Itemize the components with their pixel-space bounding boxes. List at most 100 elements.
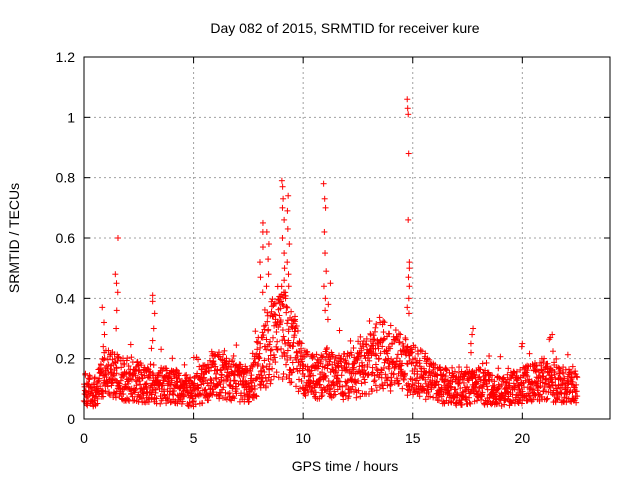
data-point [405, 295, 412, 302]
data-point [253, 338, 260, 345]
data-point [215, 349, 222, 356]
data-point [498, 402, 505, 409]
data-point [447, 398, 454, 405]
data-point [357, 333, 364, 340]
data-point [164, 374, 171, 381]
data-point [261, 368, 268, 375]
data-point [268, 298, 275, 305]
data-point [97, 362, 104, 369]
data-point [267, 380, 274, 387]
data-point [569, 378, 576, 385]
plot-area-frame [83, 56, 611, 420]
data-point [358, 347, 365, 354]
data-point [500, 374, 507, 381]
data-point [106, 392, 113, 399]
data-point [284, 320, 291, 327]
data-point [372, 351, 379, 358]
data-point [388, 374, 395, 381]
data-point [409, 349, 416, 356]
data-point [320, 180, 327, 187]
data-point [273, 369, 280, 376]
data-point [261, 357, 268, 364]
data-point [226, 381, 233, 388]
data-point [227, 364, 234, 371]
data-point [102, 388, 109, 395]
y-tick-label: 0.4 [56, 290, 76, 306]
data-point [513, 368, 520, 375]
data-point [278, 177, 285, 184]
data-point [406, 283, 413, 290]
data-point [459, 376, 466, 383]
data-point [386, 360, 393, 367]
data-point [181, 393, 188, 400]
data-point [183, 371, 190, 378]
data-point [254, 375, 261, 382]
data-point [302, 392, 309, 399]
y-tick-label: 0.8 [56, 170, 76, 186]
data-point [408, 346, 415, 353]
data-point [380, 336, 387, 343]
data-point [539, 369, 546, 376]
data-point [522, 377, 529, 384]
data-point [422, 376, 429, 383]
data-point [358, 380, 365, 387]
data-point [265, 271, 272, 278]
data-point [149, 298, 156, 305]
data-point [288, 308, 295, 315]
data-point [233, 342, 240, 349]
data-point [291, 332, 298, 339]
data-point [125, 363, 132, 370]
data-point [476, 384, 483, 391]
data-point [367, 330, 374, 337]
data-point [268, 376, 275, 383]
data-point [265, 355, 272, 362]
data-point [531, 379, 538, 386]
data-point [298, 377, 305, 384]
data-point [357, 353, 364, 360]
data-point [179, 398, 186, 405]
data-point [125, 380, 132, 387]
data-point [380, 329, 387, 336]
data-point [385, 355, 392, 362]
data-point [226, 389, 233, 396]
data-point [290, 339, 297, 346]
data-point [319, 353, 326, 360]
data-point [560, 364, 567, 371]
data-point [213, 375, 220, 382]
data-point [373, 321, 380, 328]
data-point [350, 364, 357, 371]
data-point [355, 377, 362, 384]
data-point [561, 375, 568, 382]
data-point [373, 387, 380, 394]
data-point [149, 292, 156, 299]
data-point [351, 379, 358, 386]
data-point [354, 357, 361, 364]
data-point [347, 337, 354, 344]
data-point [384, 350, 391, 357]
data-point [404, 392, 411, 399]
data-point [363, 341, 370, 348]
data-point [157, 400, 164, 407]
data-point [540, 359, 547, 366]
x-tick-label: 5 [190, 430, 198, 446]
data-point [99, 304, 106, 311]
data-point [351, 360, 358, 367]
data-point [353, 394, 360, 401]
data-point [568, 369, 575, 376]
data-point [252, 359, 259, 366]
data-point [573, 399, 580, 406]
data-point [375, 345, 382, 352]
data-point [378, 366, 385, 373]
data-point [524, 367, 531, 374]
data-point [322, 250, 329, 257]
data-point [114, 235, 121, 241]
data-point [277, 305, 284, 312]
data-point [505, 393, 512, 400]
data-point [264, 309, 271, 316]
data-point [100, 343, 107, 350]
data-point [417, 347, 424, 354]
data-point [285, 326, 292, 333]
data-point [288, 379, 295, 386]
data-point [136, 375, 143, 382]
